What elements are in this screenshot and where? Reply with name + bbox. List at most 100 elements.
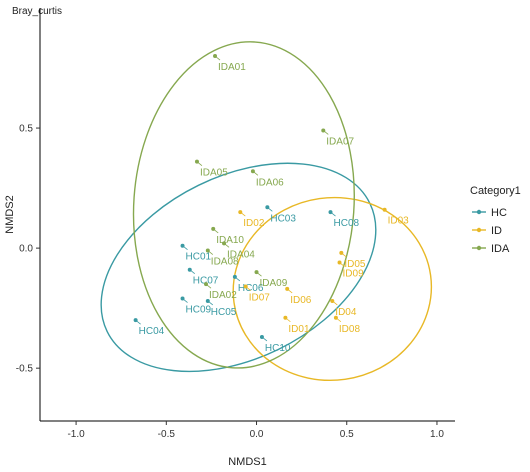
point-label: IDA10: [216, 235, 244, 246]
legend-label: HC: [491, 207, 507, 219]
point-id07: ID07: [243, 284, 271, 304]
point-id05: ID05: [339, 250, 366, 270]
label-leader-line: [285, 317, 291, 323]
point-label: ID03: [388, 216, 410, 227]
point-ida08: IDA08: [205, 248, 239, 268]
label-leader-line: [212, 228, 219, 234]
point-label: IDA07: [326, 136, 354, 147]
point-ida02: IDA02: [204, 282, 237, 301]
point-label: ID09: [343, 269, 365, 280]
legend-marker: [476, 209, 482, 215]
x-axis-label: NMDS1: [228, 456, 267, 468]
label-leader-line: [335, 317, 342, 323]
point-label: IDA02: [209, 290, 237, 301]
y-axis-ticks: -0.5 0.0 0.5: [16, 124, 40, 375]
x-axis-ticks: -1.0 -0.5 0.0 0.5 1.0: [67, 421, 444, 440]
label-leader-line: [245, 286, 251, 291]
point-hc08: HC08: [328, 210, 360, 229]
ellipse-ida: [132, 41, 355, 369]
label-leader-line: [182, 298, 188, 303]
label-leader-line: [256, 271, 262, 277]
point-label: ID02: [243, 218, 265, 229]
point-label: ID05: [344, 259, 366, 270]
point-label: HC09: [186, 305, 212, 316]
point-id01: ID01: [283, 315, 310, 335]
point-id09: ID09: [337, 260, 365, 280]
chart-title: Bray_curtis: [12, 6, 62, 17]
point-id06: ID06: [285, 286, 312, 306]
x-tick-label: 0.0: [250, 429, 264, 440]
y-axis-label: NMDS2: [4, 195, 16, 234]
label-leader-line: [267, 206, 273, 212]
point-ida09: IDA09: [254, 270, 288, 289]
point-label: ID08: [339, 324, 361, 335]
point-label: ID06: [290, 295, 312, 306]
label-leader-line: [330, 211, 336, 217]
y-tick-label: 0.0: [19, 244, 33, 255]
point-id02: ID02: [238, 210, 265, 229]
point-label: HC01: [186, 252, 212, 263]
point-label: ID01: [288, 324, 310, 335]
label-leader-line: [323, 130, 329, 135]
label-leader-line: [182, 245, 188, 251]
point-hc07: HC07: [187, 267, 219, 287]
point-id04: ID04: [330, 298, 357, 318]
point-label: IDA01: [218, 62, 246, 73]
x-tick-label: -0.5: [158, 429, 176, 440]
point-hc09: HC09: [180, 296, 212, 316]
ellipse-id: [232, 196, 433, 382]
point-ida06: IDA06: [250, 169, 284, 188]
legend-label: ID: [491, 225, 502, 237]
label-leader-line: [384, 209, 390, 215]
y-tick-label: 0.5: [19, 124, 33, 135]
label-leader-line: [234, 276, 241, 282]
point-hc10: HC10: [259, 334, 291, 354]
label-leader-line: [240, 211, 246, 217]
point-label: HC06: [238, 283, 264, 294]
label-leader-line: [223, 243, 230, 248]
label-leader-line: [252, 170, 259, 176]
point-ida05: IDA05: [194, 159, 228, 179]
y-tick-label: -0.5: [16, 364, 34, 375]
label-leader-line: [341, 252, 347, 258]
point-ida07: IDA07: [321, 128, 355, 147]
point-label: HC03: [270, 213, 296, 224]
point-ida10: IDA10: [211, 226, 244, 246]
label-leader-line: [207, 300, 214, 306]
label-leader-line: [205, 283, 212, 289]
point-label: HC10: [265, 343, 291, 354]
point-hc05: HC05: [205, 298, 237, 318]
x-tick-label: 0.5: [340, 429, 354, 440]
x-tick-label: 1.0: [430, 429, 444, 440]
point-label: ID04: [335, 307, 357, 318]
data-points: HC01 HC03 HC04 HC05 HC06 HC07 HC08 HC09 HC10 ID01…: [133, 54, 410, 354]
legend: Category1 HC ID IDA: [470, 185, 521, 255]
label-leader-line: [261, 336, 268, 342]
legend-entry-hc: HC: [472, 207, 507, 219]
point-label: HC05: [211, 307, 237, 318]
legend-marker: [476, 245, 482, 251]
legend-title: Category1: [470, 185, 521, 197]
legend-label: IDA: [491, 243, 510, 255]
point-label: ID07: [249, 293, 271, 304]
label-leader-line: [196, 161, 203, 166]
point-id08: ID08: [333, 315, 361, 335]
point-label: HC04: [139, 326, 165, 337]
label-leader-line: [135, 319, 141, 325]
label-leader-line: [214, 55, 221, 61]
point-label: IDA05: [200, 168, 228, 179]
label-leader-line: [339, 262, 345, 267]
point-hc06: HC06: [232, 274, 264, 294]
point-hc04: HC04: [133, 318, 165, 337]
point-ida01: IDA01: [213, 54, 246, 73]
point-label: IDA09: [260, 278, 288, 289]
label-leader-line: [207, 250, 214, 255]
point-ida04: IDA04: [222, 241, 255, 260]
plot-area: -1.0 -0.5 0.0 0.5 1.0 -0.50.00.5 HC01HC03HC0…: [16, 8, 455, 440]
label-leader-line: [332, 300, 338, 306]
legend-marker: [476, 227, 482, 233]
point-id03: ID03: [382, 207, 410, 227]
point-hc03: HC03: [265, 205, 296, 224]
label-leader-line: [189, 269, 196, 275]
